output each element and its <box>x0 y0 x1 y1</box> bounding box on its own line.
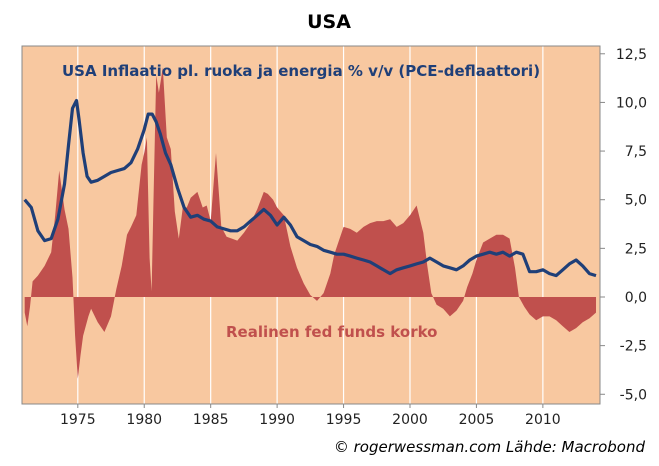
plot-area <box>22 46 600 404</box>
y-tick-label: -2,5 <box>620 339 647 355</box>
chart-title: USA <box>307 11 351 33</box>
inflation-series-label: USA Inflaatio pl. ruoka ja energia % v/v… <box>62 62 540 80</box>
x-axis: 1975 1980 1985 1990 1995 2000 2005 2010 <box>60 404 561 428</box>
inflation-line-layer <box>23 98 597 278</box>
y-tick-label: 2,5 <box>625 241 647 257</box>
x-tick-label: 1985 <box>193 412 229 428</box>
plot-border <box>21 45 601 405</box>
y-tick-label: -5,0 <box>620 387 647 403</box>
x-tick-label: 2005 <box>459 412 495 428</box>
real-rate-area-layer <box>24 67 597 379</box>
x-tick-label: 1975 <box>60 412 96 428</box>
y-tick-label: 12,5 <box>616 47 647 63</box>
x-tick-label: 1995 <box>326 412 362 428</box>
y-tick-label: 5,0 <box>625 193 647 209</box>
x-tick-label: 2000 <box>392 412 428 428</box>
real-rate-series-label: Realinen fed funds korko <box>226 323 437 341</box>
source-note: © rogerwessman.com Lähde: Macrobond <box>334 438 646 456</box>
x-tick-label: 1980 <box>126 412 162 428</box>
y-axis: 12,5 10,0 7,5 5,0 2,5 0,0 -2,5 -5,0 <box>600 47 647 403</box>
y-tick-label: 0,0 <box>625 290 647 306</box>
inflation-line <box>23 98 597 278</box>
real-rate-area <box>24 67 597 379</box>
y-tick-label: 7,5 <box>625 144 647 160</box>
y-tick-label: 10,0 <box>616 95 647 111</box>
x-tick-label: 1990 <box>259 412 295 428</box>
x-tick-label: 2010 <box>525 412 561 428</box>
